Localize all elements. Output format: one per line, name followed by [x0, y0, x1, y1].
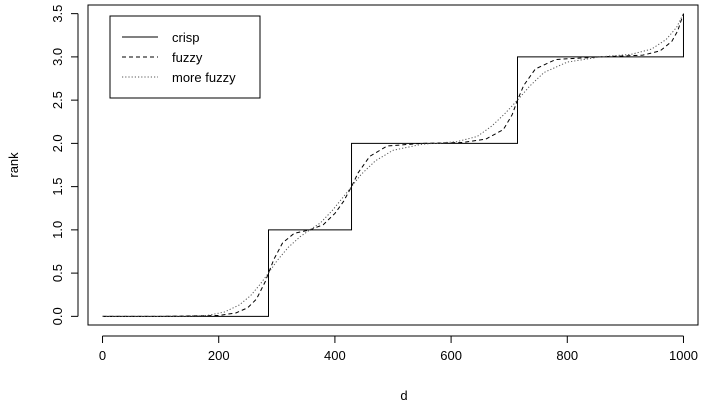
y-tick-label: 1.5 — [50, 178, 65, 196]
y-tick-label: 2.5 — [50, 91, 65, 109]
x-tick-label: 1000 — [669, 348, 698, 363]
legend: crisp fuzzy more fuzzy — [109, 15, 261, 99]
x-tick-label: 0 — [99, 348, 106, 363]
y-tick-label: 3.5 — [50, 5, 65, 23]
y-tick-label: 1.0 — [50, 221, 65, 239]
series-layer — [102, 13, 684, 317]
x-axis: 0 200 400 600 800 1000 — [99, 335, 698, 363]
y-tick-label: 0.0 — [50, 307, 65, 325]
series-line-more-fuzzy — [102, 13, 684, 317]
y-tick-label: 2.0 — [50, 134, 65, 152]
plot-frame — [87, 4, 699, 326]
x-tick-label: 400 — [324, 348, 346, 363]
legend-box — [109, 15, 261, 99]
y-axis: 0.0 0.5 1.0 1.5 2.0 2.5 3.0 3.5 — [50, 5, 79, 325]
legend-label: more fuzzy — [172, 70, 236, 85]
series-line-fuzzy — [102, 13, 684, 317]
x-tick-label: 600 — [440, 348, 462, 363]
x-tick-label: 200 — [208, 348, 230, 363]
y-tick-label: 0.5 — [50, 264, 65, 282]
y-tick-label: 3.0 — [50, 48, 65, 66]
legend-label: crisp — [172, 30, 199, 45]
y-axis-title: rank — [6, 152, 21, 178]
x-tick-label: 800 — [556, 348, 578, 363]
x-axis-title: d — [400, 388, 407, 403]
legend-label: fuzzy — [172, 50, 203, 65]
series-line-crisp — [102, 13, 684, 317]
